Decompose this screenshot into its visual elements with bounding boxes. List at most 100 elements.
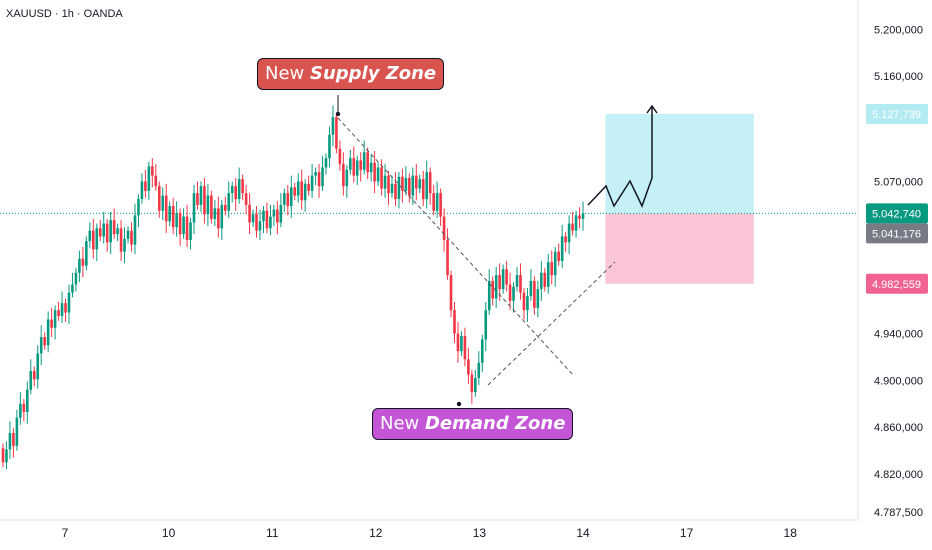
candle-body xyxy=(279,204,283,223)
chart-drawings xyxy=(335,95,658,407)
candle-body xyxy=(230,186,234,194)
candle-body xyxy=(223,204,227,211)
candle-body xyxy=(71,284,74,293)
candle-body xyxy=(536,289,540,308)
price-tag-current xyxy=(866,203,928,224)
candle-body xyxy=(227,193,231,211)
price-tag-gray xyxy=(866,223,928,244)
candle-body xyxy=(435,193,439,211)
candle-body xyxy=(175,213,178,228)
candle-body xyxy=(67,292,71,313)
candle-body xyxy=(463,335,467,360)
candle-body xyxy=(217,208,220,229)
candle-body xyxy=(373,162,376,182)
demand-label: Demand Zone xyxy=(424,413,566,434)
supply-label: Supply Zone xyxy=(309,63,437,84)
candle-body xyxy=(411,175,415,196)
candle-body xyxy=(470,374,474,393)
candle-body xyxy=(123,238,126,252)
candle-body xyxy=(43,337,46,346)
candle-body xyxy=(64,303,67,313)
candle-body xyxy=(331,117,335,135)
candle-body xyxy=(112,220,116,235)
candle-body xyxy=(192,193,196,223)
candle-body xyxy=(206,195,210,215)
candle-body xyxy=(546,262,550,287)
candle-body xyxy=(220,204,224,229)
candle-body xyxy=(157,186,161,211)
y-tick-label: 4.900,000 xyxy=(874,375,923,387)
candle-body xyxy=(383,175,387,189)
y-tick-label: 4.787,500 xyxy=(874,507,923,519)
candle-body xyxy=(251,214,255,223)
candle-body xyxy=(144,181,147,191)
y-tick-label: 4.820,000 xyxy=(874,469,923,481)
candle-body xyxy=(501,269,505,290)
candle-body xyxy=(269,216,272,229)
candle-body xyxy=(449,275,453,311)
candle-body xyxy=(540,272,543,290)
candle-body xyxy=(574,215,578,231)
candle-body xyxy=(314,172,317,176)
candle-body xyxy=(130,230,133,245)
supply-zone-callout[interactable]: New Supply Zone xyxy=(257,58,445,90)
candle-body xyxy=(418,179,422,189)
candle-body xyxy=(255,214,258,231)
candle-body xyxy=(498,275,501,290)
candle-body xyxy=(53,310,57,328)
candle-body xyxy=(248,204,251,223)
candle-body xyxy=(342,163,345,187)
candle-body xyxy=(272,209,276,217)
candle-body xyxy=(85,241,88,266)
candle-body xyxy=(355,160,359,176)
candle-body xyxy=(147,166,151,191)
y-tick-label: 4.940,000 xyxy=(874,329,923,341)
price-tag-target xyxy=(866,103,928,124)
candle-body xyxy=(119,228,123,252)
candle-body xyxy=(432,193,435,211)
candle-body xyxy=(529,280,533,297)
candle-body xyxy=(12,433,15,446)
x-tick-label: 7 xyxy=(62,526,69,540)
candle-body xyxy=(550,262,554,276)
candle-body xyxy=(335,117,338,149)
candle-body xyxy=(15,417,19,446)
candle-body xyxy=(32,371,36,380)
candle-body xyxy=(29,371,33,390)
candle-body xyxy=(321,167,324,187)
candle-body xyxy=(508,284,512,301)
candle-body xyxy=(560,236,564,262)
candle-body xyxy=(515,275,519,287)
candle-body xyxy=(487,280,491,311)
candle-body xyxy=(467,359,470,375)
candle-body xyxy=(401,176,404,191)
candle-body xyxy=(286,193,290,207)
candle-body xyxy=(408,177,411,196)
candle-body xyxy=(185,216,189,240)
candle-body xyxy=(151,166,154,176)
y-axis: 5.200,000 5.160,000 5.070,000 4.940,000 4.90… xyxy=(874,24,923,519)
x-axis: 7 10 11 12 13 14 17 18 xyxy=(62,526,798,540)
candle-body xyxy=(241,179,244,194)
candle-body xyxy=(394,183,397,200)
candle-body xyxy=(265,210,269,229)
candle-body xyxy=(474,378,477,393)
price-tag-stop xyxy=(866,273,928,294)
candle-body xyxy=(533,280,536,308)
candle-body xyxy=(203,186,206,215)
candle-body xyxy=(404,177,408,191)
candle-body xyxy=(317,172,321,187)
candle-body xyxy=(349,158,352,170)
candle-body xyxy=(171,206,175,228)
supply-trendline xyxy=(337,117,574,376)
candle-body xyxy=(168,206,172,222)
candle-body xyxy=(480,339,484,363)
demand-zone-callout[interactable]: New Demand Zone xyxy=(372,408,574,440)
candle-body xyxy=(276,209,279,223)
candle-body xyxy=(293,187,297,196)
candle-body xyxy=(161,195,165,211)
candle-body xyxy=(60,303,64,317)
candle-body xyxy=(512,286,515,301)
y-tick-label: 5.070,000 xyxy=(874,176,923,188)
